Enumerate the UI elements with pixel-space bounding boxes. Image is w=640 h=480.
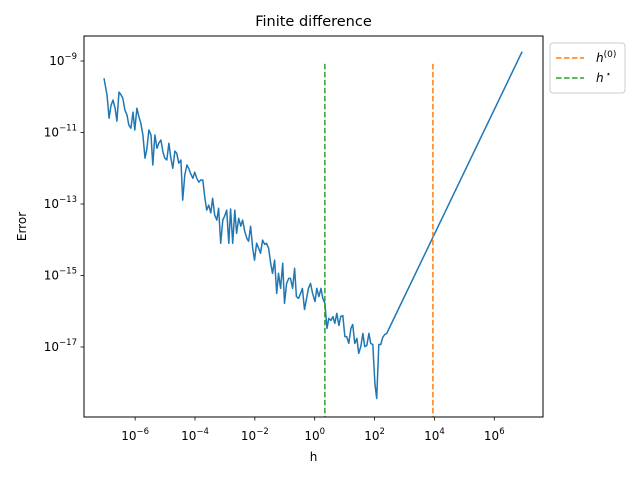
- axes-frame: [83, 35, 544, 418]
- legend: h(0) h ⋆: [549, 42, 626, 94]
- x-axis-label: h: [310, 450, 318, 464]
- plot-area: [103, 51, 523, 417]
- x-axis-ticks: 10−6 10−4 10−2 100 102 104 106: [121, 417, 505, 443]
- legend-box: [549, 42, 626, 94]
- legend-item-h0: h(0): [556, 50, 616, 65]
- x-tick-label: 10−4: [181, 427, 209, 443]
- x-tick-label: 106: [484, 427, 505, 443]
- y-tick-label: 10−15: [44, 267, 77, 283]
- legend-label-h0: h(0): [596, 50, 616, 65]
- y-axis-label: Error: [15, 212, 29, 241]
- legend-item-hstar: h ⋆: [556, 70, 611, 85]
- series-line-error: [103, 51, 523, 400]
- x-tick-label: 10−6: [121, 427, 149, 443]
- y-tick-label: 10−11: [44, 124, 77, 140]
- x-tick-label: 104: [424, 427, 445, 443]
- y-tick-label: 10−13: [44, 195, 77, 211]
- x-tick-label: 10−2: [241, 427, 269, 443]
- x-tick-label: 100: [304, 427, 325, 443]
- y-tick-label: 10−9: [49, 52, 77, 68]
- y-axis-ticks: 10−9 10−11 10−13 10−15 10−17: [44, 52, 84, 354]
- x-tick-label: 102: [364, 427, 385, 443]
- chart-title: Finite difference: [255, 14, 372, 30]
- legend-label-hstar: h ⋆: [596, 70, 611, 85]
- y-tick-label: 10−17: [44, 338, 77, 354]
